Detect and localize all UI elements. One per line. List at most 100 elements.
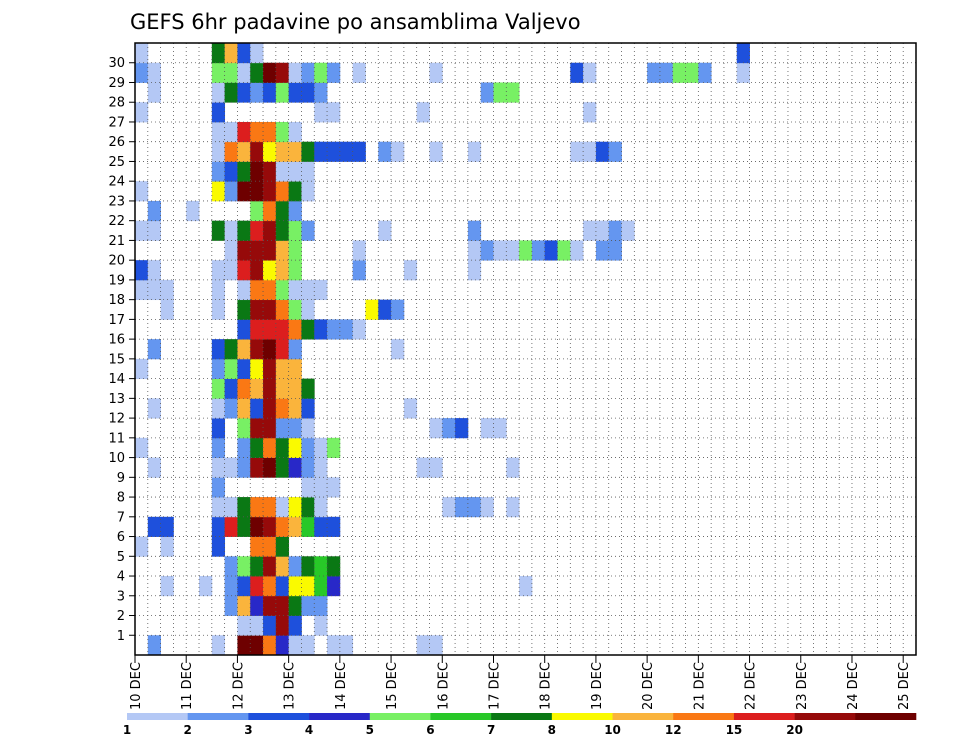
heatmap-cell — [250, 378, 264, 399]
heatmap-cell — [263, 457, 277, 478]
heatmap-cell — [608, 141, 622, 162]
chart-title: GEFS 6hr padavine po ansamblima Valjevo — [130, 10, 581, 34]
heatmap-cell — [314, 556, 328, 577]
colorbar-label: 20 — [786, 723, 803, 737]
y-tick-label: 1 — [117, 629, 125, 644]
heatmap-cell — [301, 497, 315, 518]
colorbar-label: 4 — [305, 723, 313, 737]
y-tick-label: 13 — [108, 392, 125, 407]
heatmap-cell — [250, 556, 264, 577]
heatmap-cell — [327, 102, 341, 123]
heatmap-cell — [211, 497, 226, 518]
colorbar-segment — [309, 713, 371, 720]
heatmap-cell — [301, 220, 315, 241]
y-tick-label: 19 — [108, 273, 125, 288]
heatmap-cell — [250, 536, 264, 557]
heatmap-cell — [224, 339, 238, 360]
heatmap-cell — [275, 536, 290, 557]
heatmap-cell — [224, 43, 238, 64]
heatmap-cell — [275, 358, 290, 380]
heatmap-cell — [263, 220, 277, 241]
x-tick-label: 14 DEC — [334, 662, 349, 710]
y-tick-label: 16 — [108, 333, 125, 348]
colorbar-label: 12 — [665, 723, 682, 737]
heatmap-cell — [160, 536, 174, 557]
heatmap-cell — [327, 319, 341, 340]
heatmap-cell — [135, 102, 149, 123]
heatmap-cell — [224, 82, 238, 103]
heatmap-cell — [199, 576, 213, 597]
heatmap-cell — [211, 279, 226, 301]
heatmap-cell — [288, 635, 302, 656]
heatmap-cell — [544, 240, 558, 261]
colorbar-legend: 1 2 3 4 5 6 7 8 10 12 15 20 — [123, 713, 917, 737]
heatmap-cell — [250, 339, 264, 360]
x-tick-label: 16 DEC — [436, 662, 451, 710]
heatmap-cell — [288, 418, 302, 439]
heatmap-cell — [147, 260, 161, 281]
heatmap-cell — [211, 220, 226, 241]
heatmap-cell — [288, 161, 302, 182]
heatmap-cell — [224, 457, 238, 478]
heatmap-cell — [237, 240, 251, 261]
heatmap-cell — [301, 576, 315, 597]
heatmap-cell — [211, 260, 226, 281]
heatmap-cell — [237, 457, 251, 478]
x-tick-label: 12 DEC — [231, 662, 246, 710]
heatmap-cell — [237, 161, 251, 182]
colorbar-segment — [673, 713, 735, 720]
heatmap-cell — [147, 339, 161, 360]
y-tick-label: 27 — [108, 115, 125, 130]
heatmap-cell — [250, 516, 264, 537]
heatmap-cell — [583, 220, 597, 241]
heatmap-cell — [147, 62, 161, 83]
x-tick-label: 20 DEC — [641, 662, 656, 710]
heatmap-cell — [211, 43, 226, 64]
heatmap-cell — [224, 121, 238, 143]
heatmap-cell — [672, 62, 686, 83]
heatmap-cell — [314, 141, 328, 162]
heatmap-cell — [237, 141, 251, 162]
heatmap-cell — [339, 319, 354, 340]
heatmap-cell — [160, 299, 174, 320]
colorbar-segment — [551, 713, 613, 720]
heatmap-cell — [275, 299, 290, 320]
y-tick-label: 29 — [108, 76, 125, 91]
colorbar-label: 7 — [487, 723, 495, 737]
heatmap-cell — [224, 240, 238, 261]
colorbar-segment — [491, 713, 553, 720]
heatmap-cell — [237, 260, 251, 281]
heatmap-cell — [506, 497, 520, 518]
heatmap-cell — [263, 536, 277, 557]
heatmap-cell — [275, 121, 290, 143]
heatmap-cell — [237, 635, 251, 656]
heatmap-cell — [327, 516, 341, 537]
heatmap-cell — [211, 102, 226, 123]
heatmap-cell — [237, 62, 251, 83]
heatmap-cell — [301, 398, 315, 419]
heatmap-cell — [275, 240, 290, 261]
plot-frame — [134, 42, 917, 656]
heatmap-cell — [288, 200, 302, 222]
heatmap-cell — [288, 62, 302, 83]
heatmap-cell — [378, 141, 392, 162]
heatmap-cell — [211, 62, 226, 83]
colorbar-segment — [187, 713, 249, 720]
heatmap-cell — [301, 516, 315, 537]
heatmap-cell — [647, 62, 661, 83]
heatmap-cell — [275, 279, 290, 301]
heatmap-cell — [403, 398, 418, 419]
heatmap-cell — [314, 319, 328, 340]
heatmap-cell — [224, 181, 238, 202]
heatmap-cell — [237, 339, 251, 360]
heatmap-cell — [263, 279, 277, 301]
heatmap-cell — [595, 220, 610, 241]
heatmap-cell — [224, 497, 238, 518]
heatmap-cell — [339, 141, 354, 162]
heatmap-cell — [352, 141, 366, 162]
heatmap-cell — [263, 358, 277, 380]
colorbar-label: 3 — [244, 723, 252, 737]
y-tick-label: 28 — [108, 96, 125, 111]
heatmap-cell — [314, 615, 328, 636]
heatmap-cell — [211, 82, 226, 103]
